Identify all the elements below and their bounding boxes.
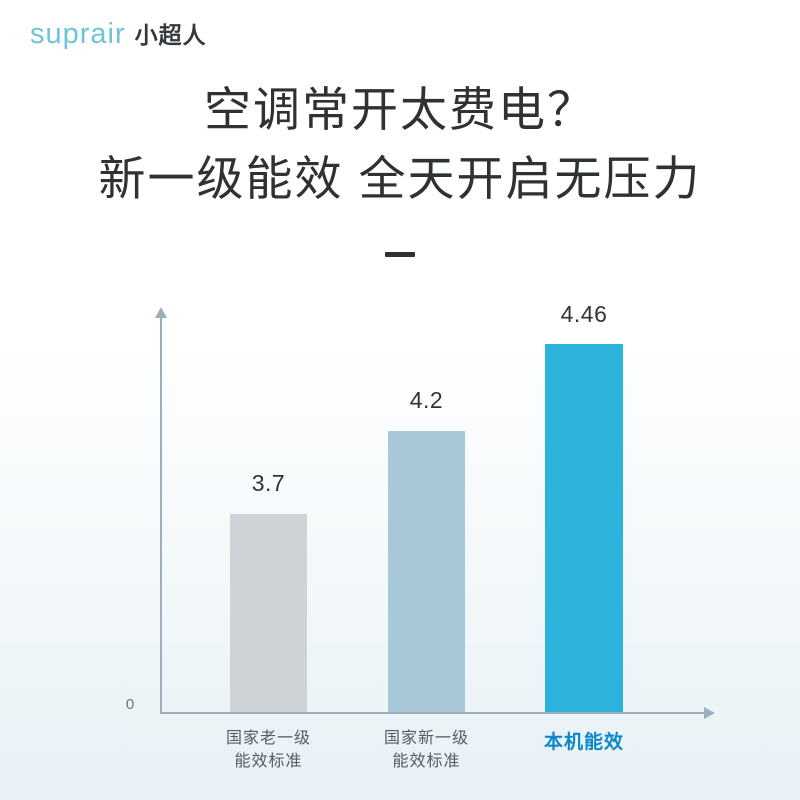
headline-line1: 空调常开太费电？ [204,83,596,136]
headline: 空调常开太费电？ 新一级能效 全天开启无压力 [0,86,800,202]
brand-logo-cn-text: 小超人 [134,22,207,48]
category-label-new-standard: 国家新一级 能效标准 [383,730,469,771]
x-axis-arrow-icon [704,707,715,719]
y-axis-origin-label: 0 [125,696,135,713]
bar-value-label-old-standard: 3.7 [251,470,286,496]
energy-efficiency-bar-chart: 0 3.7 4.2 4.46 国家老一级 能效标准 国家新一级 能效标准 本机能… [0,300,800,790]
divider-dash [385,252,415,257]
x-axis [160,712,706,714]
y-axis-arrow-icon [155,307,167,318]
y-axis [160,318,162,714]
bar-value-label-new-standard: 4.2 [409,387,444,413]
bar-new-standard [388,431,465,712]
bar-old-standard [230,514,307,712]
brand-logo-en-text: suprair [30,18,126,50]
category-label-this-unit: 本机能效 [543,732,624,753]
bar-value-label-this-unit: 4.46 [560,301,608,327]
category-label-old-standard: 国家老一级 能效标准 [225,730,311,771]
bar-this-unit [545,344,623,712]
brand-logo: suprair 小超人 [30,16,207,51]
headline-line2: 新一级能效 全天开启无压力 [98,152,702,205]
